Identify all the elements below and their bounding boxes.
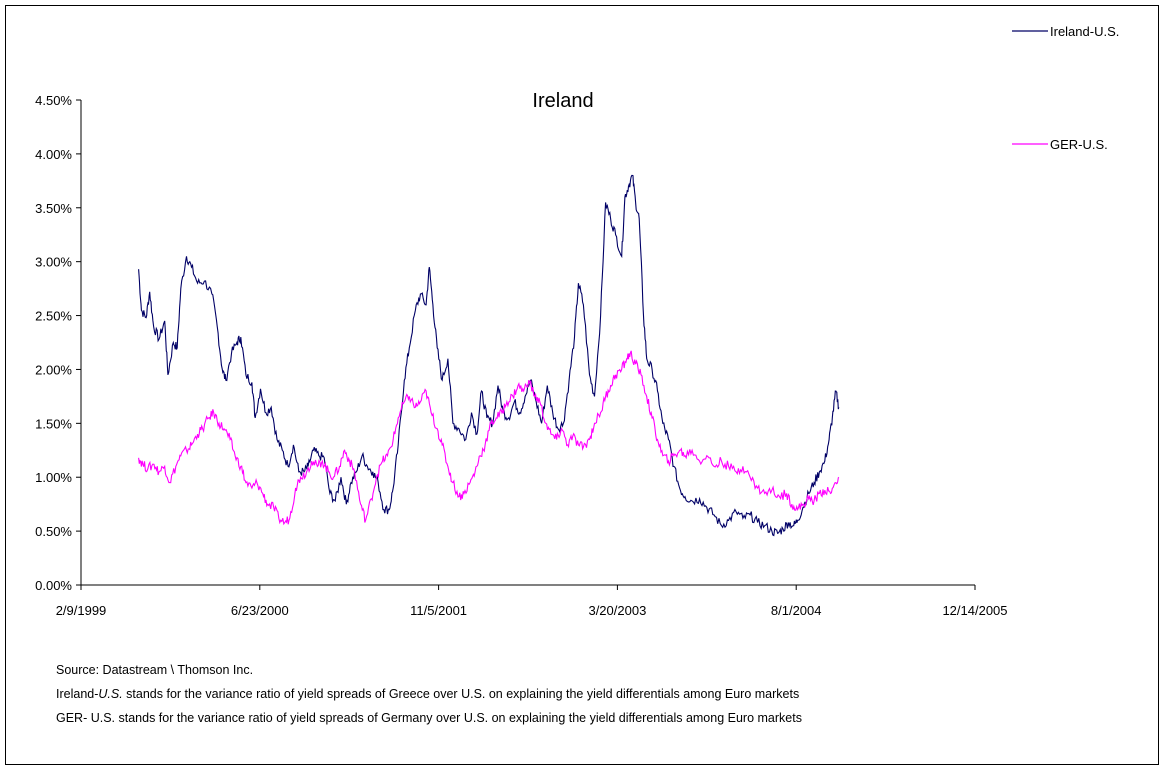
y-tick-label: 0.00% [35,578,72,593]
chart: Ireland 0.00% 0.50% 1.00% 1.50% 2.00% 2.50% 3.… [35,24,1119,618]
plot-area [138,174,840,537]
x-tick-label: 12/14/2005 [942,603,1007,618]
note-germany: GER- U.S. stands for the variance ratio … [56,711,802,725]
y-tick-label: 3.50% [35,201,72,216]
x-tick-label: 2/9/1999 [56,603,107,618]
x-tick-label: 8/1/2004 [771,603,822,618]
note-ireland-rest: stands for the variance ratio of yield s… [122,687,800,701]
chart-title: Ireland [532,90,593,112]
y-tick-label: 4.00% [35,147,72,162]
chart-notes: Source: Datastream \ Thomson Inc. Irelan… [56,658,802,730]
x-tick-label: 11/5/2001 [410,603,467,618]
y-tick-label: 0.50% [35,524,72,539]
y-tick-label: 3.00% [35,255,72,270]
legend-label: GER-U.S. [1050,137,1108,152]
note-ireland-prefix: Ireland- [56,687,99,701]
legend: Ireland-U.S. GER-U.S. [1012,24,1119,152]
y-axis: 0.00% 0.50% 1.00% 1.50% 2.00% 2.50% 3.00% 3.50%… [35,93,82,593]
y-tick-label: 1.50% [35,416,72,431]
series-line-ger-us [138,350,840,526]
x-tick-label: 6/23/2000 [231,603,289,618]
y-tick-label: 2.00% [35,362,72,377]
x-tick-label: 3/20/2003 [588,603,646,618]
source-note: Source: Datastream \ Thomson Inc. [56,663,254,677]
note-ireland-em: U.S. [98,687,123,701]
y-tick-label: 4.50% [35,93,72,108]
y-tick-label: 1.00% [35,470,72,485]
legend-label: Ireland-U.S. [1050,24,1119,39]
y-tick-label: 2.50% [35,309,72,324]
note-ireland: Ireland-U.S. stands for the variance rat… [56,682,802,706]
x-axis: 2/9/1999 6/23/2000 11/5/2001 3/20/2003 8/1/2… [56,584,1008,618]
chart-frame: Ireland 0.00% 0.50% 1.00% 1.50% 2.00% 2.50% 3.… [5,5,1159,765]
series-line-ireland-us [138,174,840,537]
